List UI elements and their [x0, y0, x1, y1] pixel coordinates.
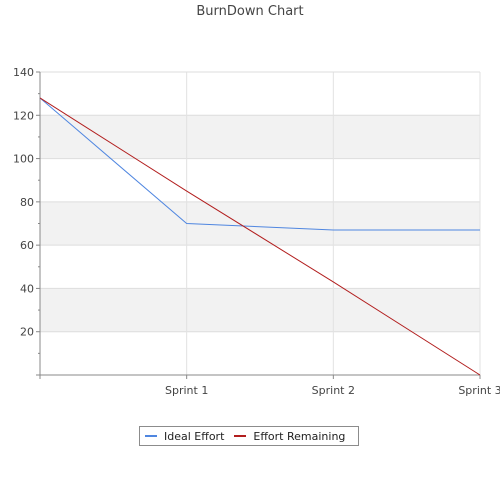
legend-item-ideal-effort: Ideal Effort: [145, 430, 224, 443]
legend-label-ideal-effort: Ideal Effort: [164, 429, 225, 443]
x-tick-label: Sprint 1: [165, 384, 208, 397]
plot-band: [40, 115, 480, 159]
y-tick-label: 80: [20, 196, 34, 209]
chart-title: BurnDown Chart: [196, 4, 304, 19]
legend-swatch-effort-remaining: [234, 435, 247, 437]
plot-band: [40, 288, 480, 332]
legend-label-effort-remaining: Effort Remaining: [253, 429, 346, 443]
y-tick-label: 120: [13, 109, 34, 122]
x-tick-label: Sprint 2: [312, 384, 355, 397]
legend-swatch-ideal-effort: [145, 435, 157, 437]
legend: Ideal Effort Effort Remaining: [139, 426, 359, 446]
series-line-effort-remaining: [39, 97, 481, 376]
series-line-ideal-effort: [39, 97, 480, 231]
legend-item-effort-remaining: Effort Remaining: [234, 430, 345, 443]
plot-grid: [40, 71, 481, 375]
plot-axes: [36, 71, 481, 379]
y-tick-label: 100: [13, 153, 34, 166]
y-tick-label: 40: [20, 282, 34, 295]
y-tick-label: 60: [20, 239, 34, 252]
y-tick-label: 20: [20, 326, 34, 339]
plot-bands: [40, 72, 480, 375]
y-tick-label: 140: [13, 66, 34, 79]
plot-labels: 20 40 60 80 100 120 140 Sprint 1 Sprint 2 Sprint …: [13, 66, 500, 397]
x-tick-label: Sprint 3: [458, 384, 500, 397]
plot-series: [39, 97, 481, 376]
plot-band: [40, 201, 480, 246]
